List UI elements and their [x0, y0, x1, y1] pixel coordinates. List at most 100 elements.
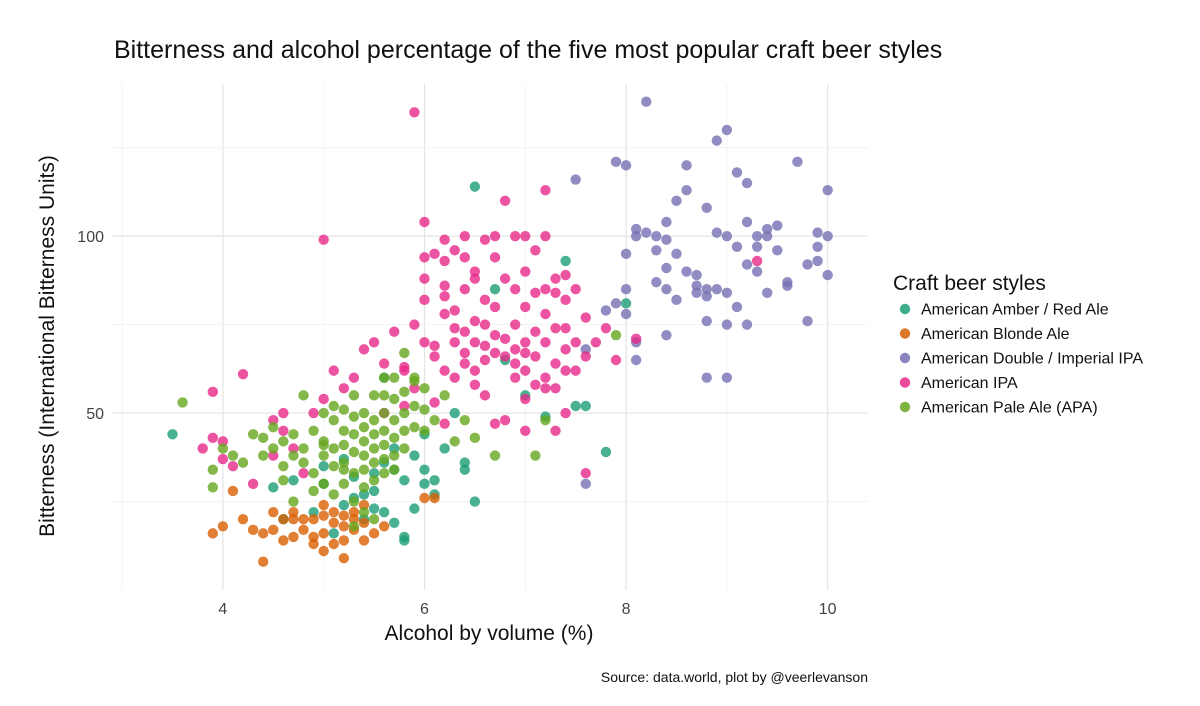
data-point [318, 460, 329, 472]
data-point [489, 284, 501, 295]
data-point [560, 344, 571, 355]
data-point [520, 425, 531, 436]
data-point [177, 397, 188, 408]
data-point [399, 475, 410, 486]
data-point [772, 220, 783, 231]
data-point [580, 468, 591, 479]
data-point [419, 383, 430, 394]
data-point [681, 266, 692, 277]
data-point [530, 245, 541, 256]
data-point [399, 347, 410, 359]
data-point [237, 457, 249, 468]
series-5 [177, 330, 622, 532]
data-point [318, 510, 329, 521]
data-point [298, 457, 309, 468]
data-point [600, 305, 612, 316]
data-point [278, 475, 289, 486]
data-point [661, 216, 672, 228]
data-point [560, 322, 571, 334]
data-point [278, 407, 289, 419]
data-point [479, 390, 491, 401]
data-point [358, 344, 370, 355]
data-point [499, 351, 511, 362]
data-point [358, 422, 370, 433]
data-point [550, 322, 561, 334]
data-point [207, 482, 218, 493]
data-point [499, 273, 511, 284]
data-point [520, 230, 531, 242]
data-point [469, 432, 481, 444]
data-point [489, 252, 501, 263]
chart-title: Bitterness and alcohol percentage of the… [114, 36, 942, 64]
data-point [540, 230, 551, 242]
data-point [247, 524, 259, 536]
data-point [378, 468, 390, 479]
data-point [479, 234, 491, 245]
data-point [499, 333, 511, 344]
data-point [530, 450, 541, 461]
data-point [540, 414, 551, 426]
data-point [227, 485, 239, 497]
x-tick-label: 4 [218, 601, 227, 618]
data-point [338, 499, 350, 511]
data-point [348, 446, 360, 458]
data-point [368, 457, 380, 468]
data-point [268, 482, 279, 493]
data-point [741, 259, 753, 270]
data-point [439, 365, 450, 376]
legend-swatch [899, 328, 911, 339]
data-point [711, 227, 722, 238]
data-point [368, 475, 380, 486]
y-axis-ticks: 50 100 [77, 229, 104, 423]
data-point [691, 287, 702, 298]
data-point [459, 284, 470, 295]
data-point [792, 156, 803, 168]
data-point [469, 379, 481, 390]
data-point [328, 460, 339, 472]
data-point [328, 400, 339, 412]
data-point [419, 273, 430, 284]
data-point [268, 524, 279, 536]
data-point [510, 230, 521, 242]
data-point [489, 347, 501, 359]
data-point [510, 344, 521, 355]
data-point [701, 372, 712, 383]
data-point [681, 184, 692, 196]
data-point [570, 337, 581, 348]
data-point [278, 535, 289, 546]
data-point [540, 284, 551, 295]
data-point [268, 443, 279, 454]
data-point [610, 330, 622, 341]
data-point [247, 429, 259, 440]
data-point [560, 365, 571, 376]
data-point [620, 308, 632, 320]
data-point [429, 351, 440, 362]
legend-items: American Amber / Red Ale American Blonde … [899, 302, 1143, 417]
data-point [580, 351, 591, 362]
data-point [731, 301, 743, 313]
data-point [530, 379, 541, 390]
data-point [439, 234, 450, 245]
data-point [429, 414, 440, 426]
data-point [207, 386, 218, 398]
data-point [449, 407, 460, 419]
data-point [721, 319, 733, 330]
data-point [278, 514, 289, 525]
grid [112, 84, 868, 590]
data-point [368, 514, 380, 525]
series-2 [207, 485, 440, 567]
data-point [721, 287, 733, 298]
data-point [348, 429, 360, 440]
data-point [701, 202, 712, 214]
data-point [489, 450, 501, 461]
data-point [167, 429, 178, 440]
data-point [560, 407, 571, 419]
data-point [348, 468, 360, 479]
data-point [469, 266, 481, 277]
data-point [378, 439, 390, 451]
data-point [368, 503, 380, 514]
data-point [499, 195, 511, 206]
data-point [237, 368, 249, 380]
data-point [510, 358, 521, 369]
